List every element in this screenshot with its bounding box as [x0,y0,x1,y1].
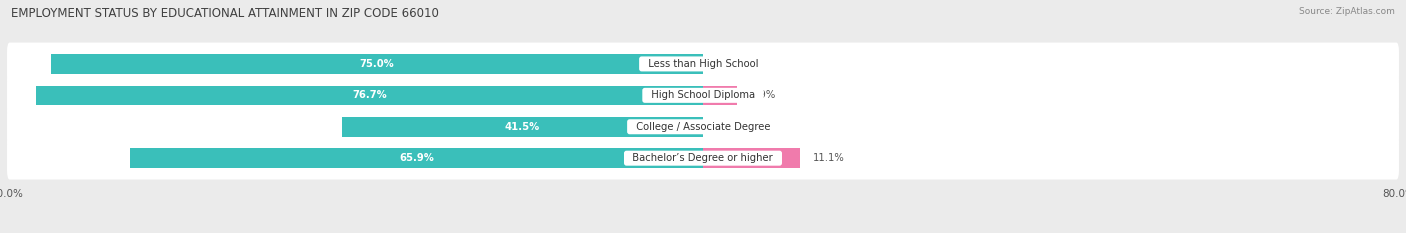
Bar [35,86,703,105]
Bar [342,117,703,137]
Text: 0.0%: 0.0% [716,59,741,69]
Bar [703,148,800,168]
Bar [51,54,703,74]
Text: EMPLOYMENT STATUS BY EDUCATIONAL ATTAINMENT IN ZIP CODE 66010: EMPLOYMENT STATUS BY EDUCATIONAL ATTAINM… [11,7,439,20]
Text: 75.0%: 75.0% [360,59,394,69]
Text: Source: ZipAtlas.com: Source: ZipAtlas.com [1299,7,1395,16]
Text: 11.1%: 11.1% [813,153,845,163]
Text: 65.9%: 65.9% [399,153,434,163]
Text: Less than High School: Less than High School [641,59,765,69]
Bar [703,86,737,105]
Text: 41.5%: 41.5% [505,122,540,132]
FancyBboxPatch shape [7,74,1399,117]
Text: 76.7%: 76.7% [352,90,387,100]
Text: College / Associate Degree: College / Associate Degree [630,122,776,132]
Text: 3.9%: 3.9% [749,90,775,100]
Text: Bachelor’s Degree or higher: Bachelor’s Degree or higher [627,153,779,163]
Text: High School Diploma: High School Diploma [645,90,761,100]
Text: 0.0%: 0.0% [716,122,741,132]
Bar [129,148,703,168]
FancyBboxPatch shape [7,105,1399,148]
FancyBboxPatch shape [7,43,1399,85]
FancyBboxPatch shape [7,137,1399,180]
